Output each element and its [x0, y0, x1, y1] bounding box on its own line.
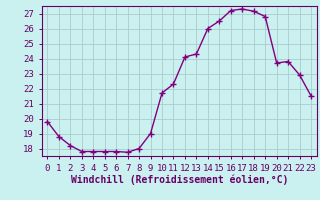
X-axis label: Windchill (Refroidissement éolien,°C): Windchill (Refroidissement éolien,°C): [70, 174, 288, 185]
